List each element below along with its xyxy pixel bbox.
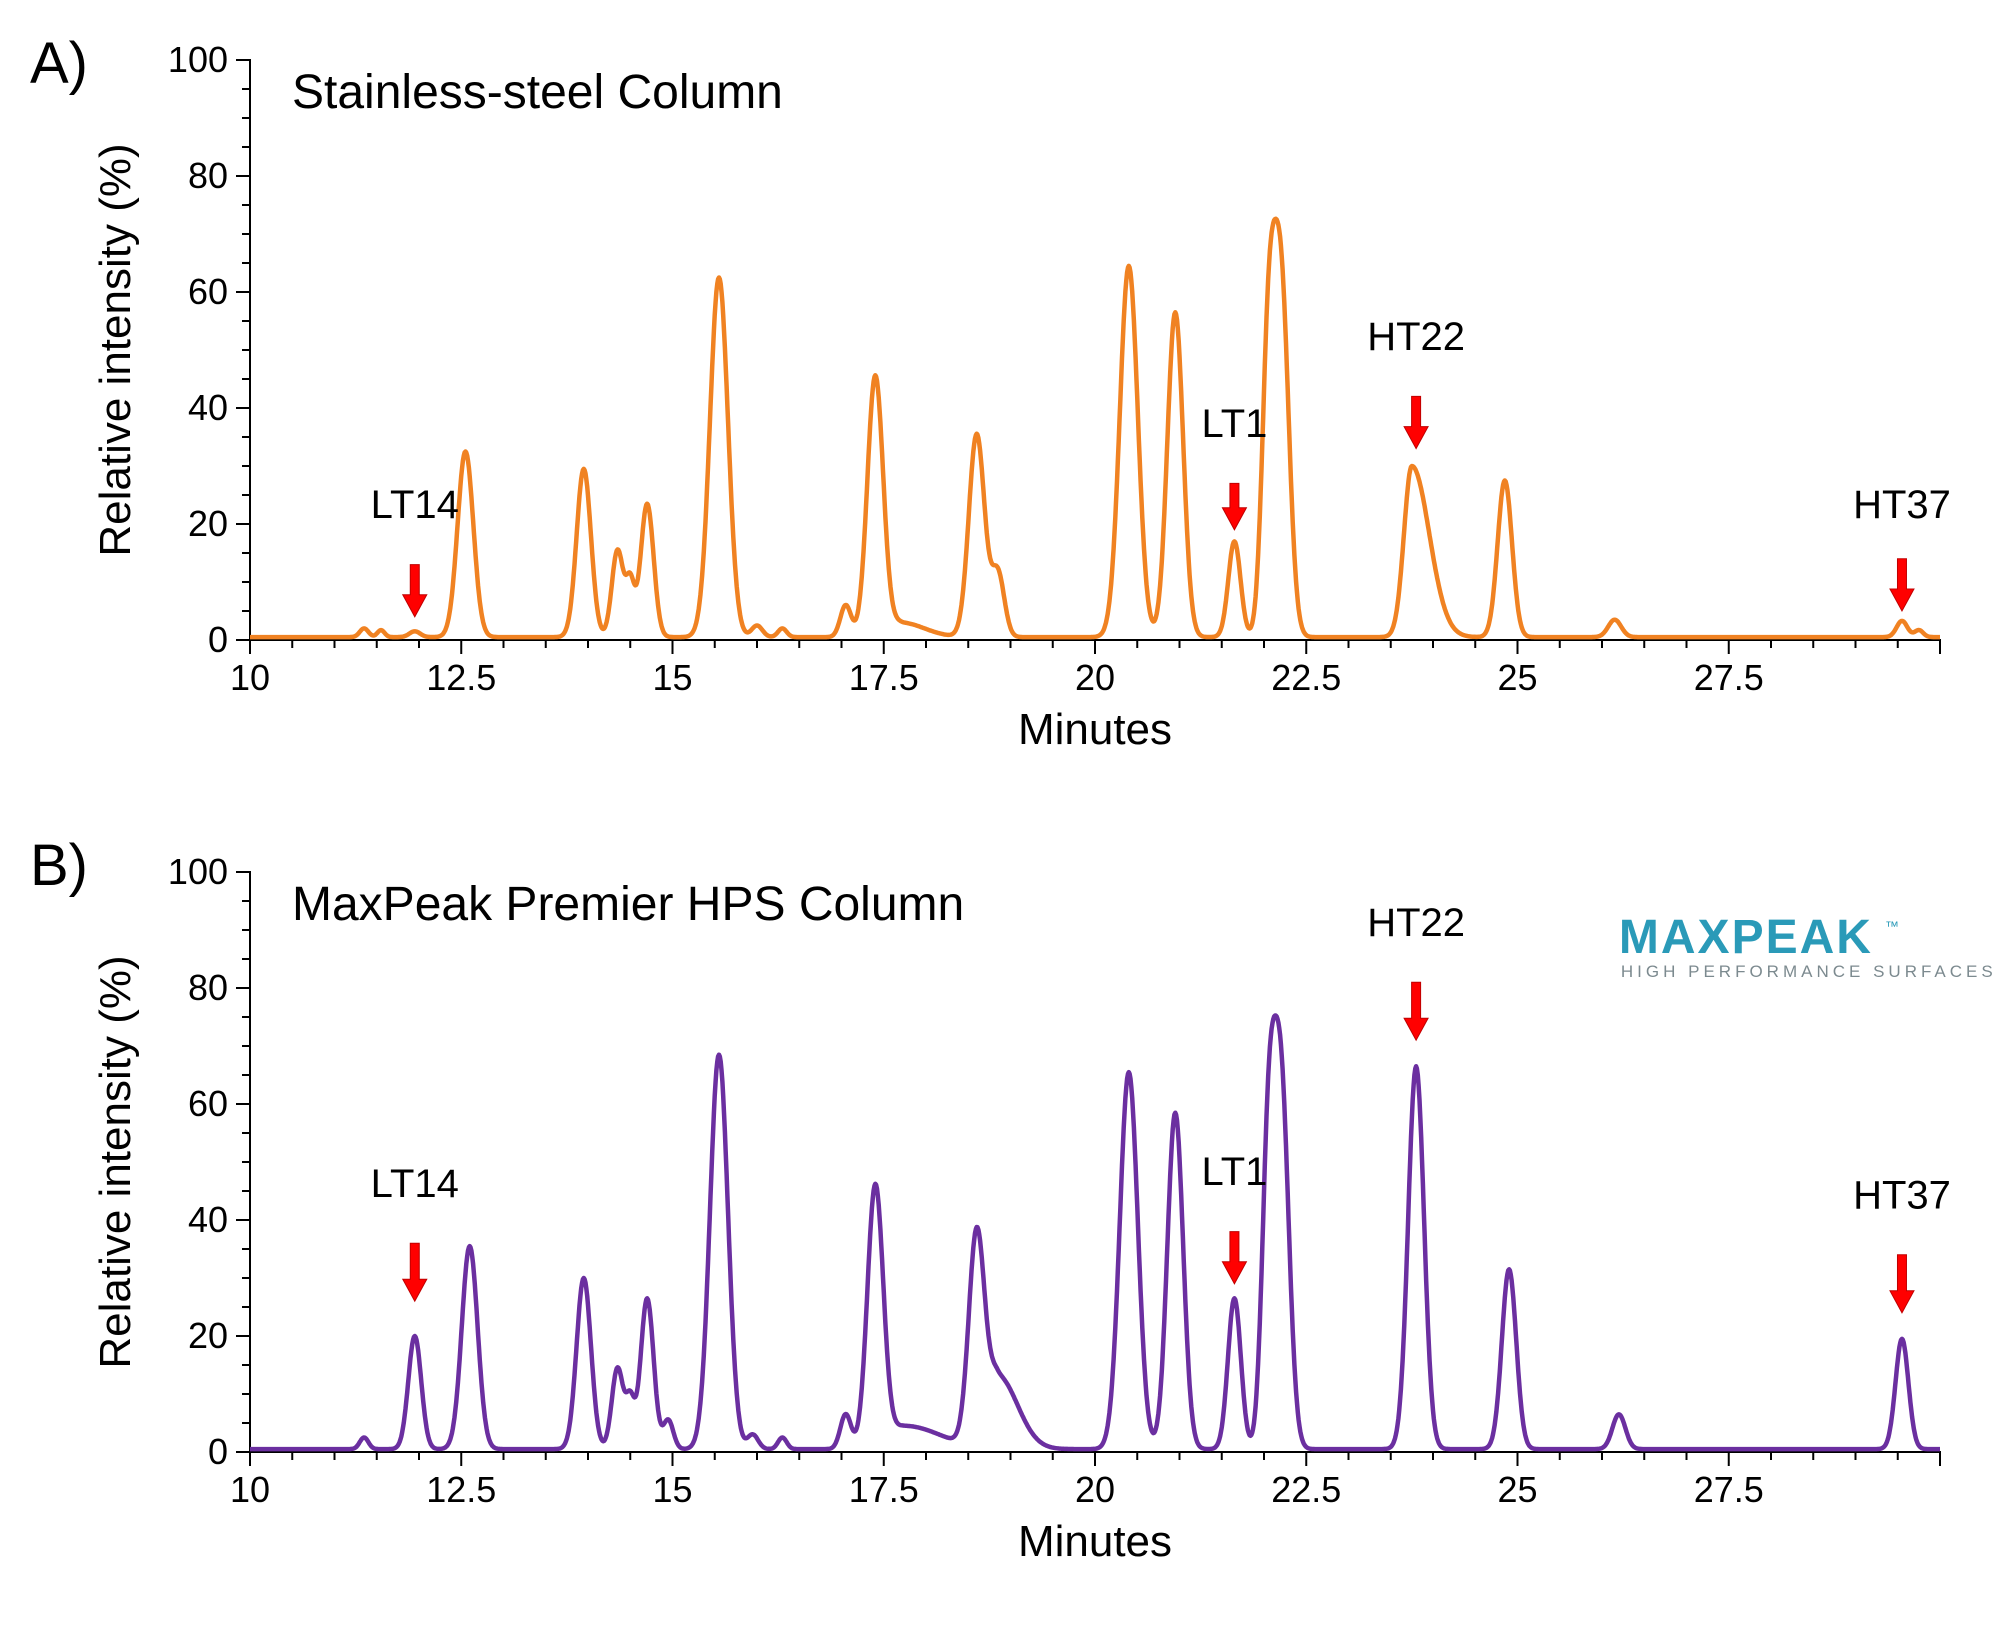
x-tick-label: 25 (1497, 1469, 1537, 1510)
y-tick-label: 60 (188, 1083, 228, 1124)
y-tick-label: 20 (188, 1315, 228, 1356)
y-axis-title: Relative intensity (%) (91, 143, 140, 556)
x-axis-title: Minutes (1018, 1517, 1172, 1566)
panel-a-letter: A) (30, 30, 88, 97)
figure: A) 0204060801001012.51517.52022.52527.5M… (0, 0, 2000, 1625)
peak-annotation-label: LT1 (1201, 1150, 1267, 1194)
peak-annotation-label: LT14 (371, 1162, 459, 1206)
annotation-arrow-icon (1222, 483, 1246, 529)
panel-b-plot: 0 20 40 60 80 100 10 12.5 15 17.5 20 22.5 25 27.5 Minu… (0, 812, 2000, 1624)
peak-annotation-label: HT37 (1853, 483, 1951, 527)
y-tick-label: 100 (168, 39, 228, 80)
x-tick-label: 12.5 (426, 657, 496, 698)
y-tick-label: 0 (208, 619, 228, 660)
x-tick-label: 17.5 (849, 657, 919, 698)
annotation-arrow-icon (1222, 1232, 1246, 1284)
x-tick-label: 17.5 (849, 1469, 919, 1510)
annotation-arrow-icon (1890, 1255, 1914, 1313)
chromatogram-trace (250, 1016, 1940, 1450)
y-tick-label: 40 (188, 1199, 228, 1240)
x-tick-label: 27.5 (1694, 657, 1764, 698)
panel-a-plot: 0 20 40 60 80 100 10 12.5 15 17.5 20 22.5 25 27.5 Minu… (0, 0, 2000, 812)
maxpeak-logo: MAXPEAK ™ HIGH PERFORMANCE SURFACES (1619, 911, 1997, 981)
annotation-arrow-icon (403, 1243, 427, 1301)
y-tick-label: 40 (188, 387, 228, 428)
annotation-arrow-icon (1890, 559, 1914, 611)
x-tick-label: 12.5 (426, 1469, 496, 1510)
x-tick-label: 15 (652, 1469, 692, 1510)
peak-annotation-label: HT37 (1853, 1173, 1951, 1217)
x-tick-label: 20 (1075, 657, 1115, 698)
peak-annotation-label: HT22 (1367, 315, 1465, 359)
x-tick-label: 10 (230, 657, 270, 698)
x-tick-label: 10 (230, 1469, 270, 1510)
x-tick-label: 15 (652, 657, 692, 698)
chromatogram-trace (250, 219, 1940, 637)
x-tick-label: 22.5 (1271, 657, 1341, 698)
x-tick-label: 20 (1075, 1469, 1115, 1510)
panel-b: B) 0 20 40 60 80 100 10 12.5 15 17.5 20 22.5 25 27.5 M… (0, 812, 2000, 1624)
x-tick-label: 22.5 (1271, 1469, 1341, 1510)
panel-b-letter: B) (30, 832, 88, 899)
peak-annotation-label: LT14 (371, 483, 459, 527)
y-tick-label: 80 (188, 967, 228, 1008)
panel-title: Stainless-steel Column (292, 66, 783, 119)
y-tick-label: 0 (208, 1431, 228, 1472)
annotation-arrow-icon (1404, 982, 1428, 1040)
peak-annotation-label: LT1 (1201, 402, 1267, 446)
y-tick-label: 60 (188, 271, 228, 312)
logo-main-text: MAXPEAK (1619, 911, 1873, 964)
x-tick-label: 27.5 (1694, 1469, 1764, 1510)
peak-annotation-label: HT22 (1367, 901, 1465, 945)
y-tick-label: 20 (188, 503, 228, 544)
panel-title: MaxPeak Premier HPS Column (292, 878, 964, 931)
logo-tm: ™ (1885, 918, 1899, 934)
y-tick-label: 80 (188, 155, 228, 196)
x-tick-label: 25 (1497, 657, 1537, 698)
y-tick-label: 100 (168, 851, 228, 892)
y-axis-title: Relative intensity (%) (91, 955, 140, 1368)
logo-sub-text: HIGH PERFORMANCE SURFACES (1621, 962, 1997, 981)
annotation-arrow-icon (403, 565, 427, 617)
x-axis-title: Minutes (1018, 705, 1172, 754)
annotation-arrow-icon (1404, 396, 1428, 448)
panel-a: A) 0 20 40 60 80 100 10 12.5 15 17.5 20 22.5 25 27.5 M… (0, 0, 2000, 812)
